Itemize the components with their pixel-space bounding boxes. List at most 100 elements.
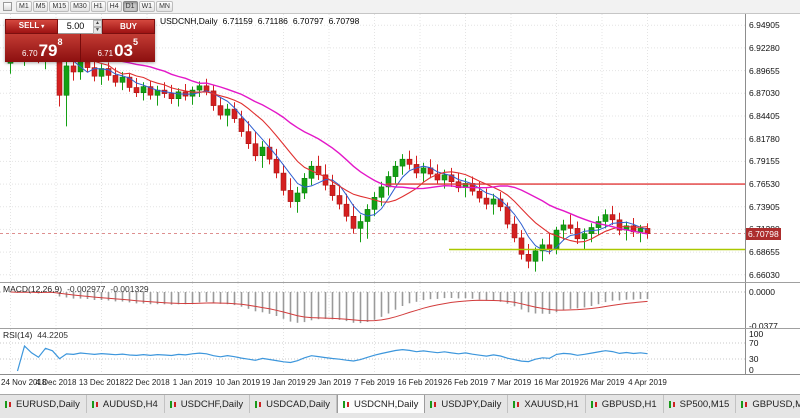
time-axis-label: 4 Dec 2018	[35, 378, 77, 387]
chart-tab-usdchf-daily[interactable]: USDCHF,Daily	[164, 395, 251, 413]
volume-input[interactable]: 5.00	[66, 21, 85, 31]
chart-tab-label: USDCAD,Daily	[266, 398, 330, 410]
price-axis[interactable]: 6.94905 6.92280 6.89655 6.87030 6.84405 6.817…	[745, 14, 800, 282]
candlestick-chart-icon	[342, 400, 351, 409]
sell-button[interactable]: SELL ▾	[5, 19, 58, 34]
sell-price-prefix: 6.70	[21, 49, 38, 58]
price-axis-label: 6.84405	[749, 110, 780, 121]
chart-tabs-bar: EURUSD,Daily AUDUSD,H4 USDCHF,Daily USDCAD,…	[0, 394, 800, 418]
chart-tab-label: USDCNH,Daily	[353, 398, 419, 410]
rsi-value: 44.2205	[37, 330, 69, 340]
chart-tab-label: SP500,M15	[679, 398, 730, 410]
macd-axis-label: -0.0377	[749, 320, 778, 331]
timeframe-button-m5[interactable]: M5	[32, 1, 49, 12]
rsi-axis-label: 100	[749, 329, 764, 339]
macd-axis[interactable]: 0.0000 -0.0377	[745, 283, 800, 331]
timeframe-button-w1[interactable]: W1	[138, 1, 156, 12]
price-axis-label: 6.68655	[749, 247, 780, 258]
price-axis-label: 6.79155	[749, 156, 780, 167]
chart-tab-gbpusd-h1[interactable]: GBPUSD,H1	[585, 395, 664, 413]
time-axis[interactable]: 24 Nov 2018 4 Dec 2018 13 Dec 2018 22 Dec 2…	[0, 374, 800, 394]
chart-tab-label: EURUSD,Daily	[16, 398, 80, 410]
chart-tab-usdjpy-daily[interactable]: USDJPY,Daily	[425, 395, 509, 413]
timeframe-button-h1[interactable]: H1	[90, 1, 106, 12]
rsi-panel: 100 70 30 0 RSI(14) 44.2205	[0, 328, 800, 375]
timeframe-button-d1[interactable]: D1	[122, 1, 138, 12]
price-axis-label: 6.73905	[749, 201, 780, 212]
timeframe-button-m15[interactable]: M15	[49, 1, 70, 12]
candlestick-chart-icon	[169, 400, 178, 409]
chart-tab-label: USDJPY,Daily	[441, 398, 502, 410]
timeframe-buttons: M1 M5 M15 M30 H1 H4 D1 W1 MN	[16, 1, 173, 12]
chart-tab-sp500-m15[interactable]: SP500,M15	[663, 395, 737, 413]
chart-tab-audusd-h4[interactable]: AUDUSD,H4	[86, 395, 165, 413]
chart-tab-xauusd-h1[interactable]: XAUUSD,H1	[508, 395, 586, 413]
macd-axis-label: 0.0000	[749, 287, 775, 297]
timeframe-button-m1[interactable]: M1	[16, 1, 32, 12]
chart-ohlc-header: USDCNH,Daily 6.71159 6.71186 6.70797 6.7…	[160, 16, 359, 26]
timeframe-button-mn[interactable]: MN	[156, 1, 173, 12]
rsi-axis[interactable]: 100 70 30 0	[745, 329, 800, 375]
macd-svg[interactable]	[0, 283, 745, 328]
buy-price-pipette: 5	[132, 37, 138, 47]
price-axis-label: 6.76530	[749, 179, 780, 190]
candlestick-chart-icon	[740, 400, 749, 409]
candlestick-chart-icon	[429, 400, 438, 409]
open-value: 6.71159	[222, 16, 253, 26]
time-axis-label: 13 Dec 2018	[78, 378, 125, 387]
chart-symbol-label: USDCNH,Daily	[160, 16, 218, 26]
time-axis-label: 7 Mar 2019	[490, 378, 532, 387]
sell-options-arrow-icon: ▾	[41, 24, 45, 30]
timeframe-button-m30[interactable]: M30	[70, 1, 90, 12]
time-axis-label: 22 Dec 2018	[124, 378, 170, 387]
macd-value-2: -0.001329	[110, 284, 149, 294]
rsi-plot[interactable]	[0, 329, 745, 374]
high-value: 6.71186	[257, 16, 288, 26]
price-axis-label: 6.92280	[749, 42, 780, 53]
chart-tab-label: AUDUSD,H4	[102, 398, 158, 410]
price-axis-label: 6.81780	[749, 133, 780, 144]
price-axis-label: 6.94905	[749, 20, 780, 31]
chart-tab-gbpusd-m30[interactable]: GBPUSD,M30	[736, 395, 800, 413]
volume-box: 5.00 ▲ ▼	[58, 19, 102, 34]
rsi-svg[interactable]	[0, 329, 745, 374]
volume-down-button[interactable]: ▼	[93, 27, 102, 34]
price-axis-label: 6.89655	[749, 65, 780, 76]
buy-price-big-digits: 03	[114, 41, 133, 60]
candlestick-chart-icon	[254, 400, 263, 409]
chart-tab-label: USDCHF,Daily	[180, 398, 244, 410]
rsi-axis-label: 70	[749, 338, 759, 348]
price-axis-label: 6.66030	[749, 269, 780, 280]
time-axis-label: 26 Feb 2019	[443, 378, 488, 387]
chart-window-icon	[3, 2, 12, 11]
buy-button[interactable]: BUY	[102, 19, 155, 34]
time-axis-label: 16 Feb 2019	[397, 378, 443, 387]
chart-tab-usdcnh-daily[interactable]: USDCNH,Daily	[336, 395, 426, 413]
rsi-axis-label: 0	[749, 365, 754, 375]
time-axis-label: 1 Jan 2019	[172, 378, 213, 387]
chart-tab-eurusd-daily[interactable]: EURUSD,Daily	[0, 395, 87, 413]
sell-price-button[interactable]: 6.70 79 8	[5, 34, 81, 62]
buy-price-prefix: 6.71	[97, 49, 114, 58]
price-chart-svg[interactable]	[0, 14, 745, 282]
price-chart-panel: 6.94905 6.92280 6.89655 6.87030 6.84405 6.817…	[0, 14, 800, 282]
rsi-name: RSI(14)	[3, 330, 33, 340]
buy-price-button[interactable]: 6.71 03 5	[80, 34, 155, 62]
time-axis-label: 26 Mar 2019	[579, 378, 625, 387]
rsi-axis-label: 30	[749, 354, 759, 364]
sell-price-pipette: 8	[57, 37, 63, 47]
macd-name: MACD(12,26,9)	[3, 284, 63, 294]
rsi-header: RSI(14) 44.2205	[3, 330, 68, 340]
timeframe-button-h4[interactable]: H4	[106, 1, 122, 12]
macd-plot[interactable]	[0, 283, 745, 328]
chart-tab-usdcad-daily[interactable]: USDCAD,Daily	[250, 395, 337, 413]
volume-up-button[interactable]: ▲	[93, 20, 102, 27]
time-axis-label: 24 Nov 2018	[1, 378, 47, 387]
time-axis-label: 16 Mar 2019	[534, 378, 579, 387]
chart-tab-label: GBPUSD,M30	[752, 398, 800, 410]
candlestick-chart-icon	[512, 400, 521, 409]
time-axis-label: 19 Jan 2019	[261, 378, 306, 387]
candlestick-chart-icon	[91, 400, 100, 409]
macd-header: MACD(12,26,9) -0.002977 -0.001329	[3, 284, 149, 294]
time-axis-label: 4 Apr 2019	[628, 378, 667, 387]
